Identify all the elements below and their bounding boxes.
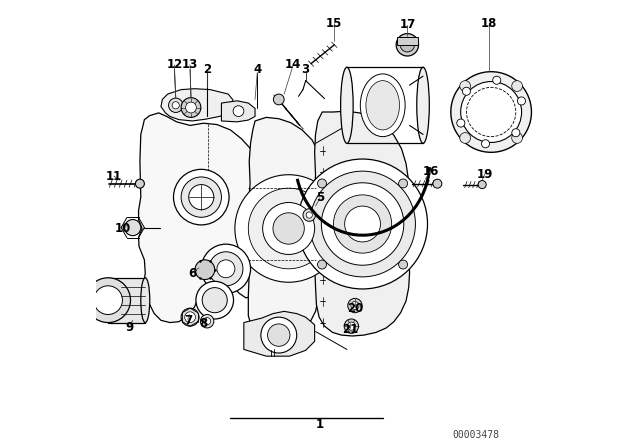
- Circle shape: [273, 94, 284, 105]
- Circle shape: [306, 212, 312, 218]
- Circle shape: [399, 179, 408, 188]
- Ellipse shape: [141, 278, 150, 323]
- Polygon shape: [108, 278, 145, 323]
- Circle shape: [181, 308, 199, 326]
- Ellipse shape: [417, 67, 429, 143]
- Circle shape: [235, 175, 342, 282]
- Circle shape: [460, 81, 470, 91]
- Circle shape: [136, 179, 145, 188]
- Circle shape: [303, 209, 316, 221]
- Text: 18: 18: [481, 17, 497, 30]
- Circle shape: [478, 181, 486, 189]
- Text: 17: 17: [399, 18, 415, 31]
- Circle shape: [186, 102, 196, 113]
- Circle shape: [399, 260, 408, 269]
- Text: 9: 9: [125, 320, 134, 334]
- Circle shape: [433, 179, 442, 188]
- Circle shape: [202, 288, 227, 313]
- Polygon shape: [221, 101, 255, 122]
- Polygon shape: [315, 111, 410, 336]
- Circle shape: [172, 102, 179, 109]
- Text: 8: 8: [200, 317, 207, 330]
- Text: 00003478: 00003478: [452, 431, 499, 440]
- Text: 13: 13: [182, 58, 198, 72]
- Circle shape: [457, 119, 465, 127]
- Text: 1: 1: [316, 418, 324, 431]
- Circle shape: [460, 133, 470, 143]
- Circle shape: [333, 195, 392, 253]
- Circle shape: [298, 159, 428, 289]
- Circle shape: [202, 244, 251, 293]
- Circle shape: [268, 324, 290, 346]
- Circle shape: [451, 72, 531, 152]
- Text: 11: 11: [106, 170, 122, 184]
- Circle shape: [517, 97, 525, 105]
- Polygon shape: [248, 117, 333, 336]
- Polygon shape: [244, 311, 315, 356]
- Circle shape: [400, 38, 415, 52]
- Text: 12: 12: [166, 58, 182, 72]
- Circle shape: [351, 302, 359, 310]
- Circle shape: [233, 106, 244, 116]
- Text: 10: 10: [115, 222, 131, 235]
- Circle shape: [196, 281, 234, 319]
- Bar: [397, 37, 418, 45]
- Circle shape: [461, 82, 522, 142]
- Circle shape: [125, 220, 141, 236]
- Text: 7: 7: [184, 314, 192, 327]
- Circle shape: [181, 177, 221, 217]
- Circle shape: [512, 81, 522, 91]
- Circle shape: [310, 171, 415, 277]
- Circle shape: [200, 314, 214, 328]
- Circle shape: [512, 129, 520, 137]
- Text: 3: 3: [301, 63, 310, 76]
- Circle shape: [195, 260, 215, 280]
- Circle shape: [217, 260, 235, 278]
- Text: 19: 19: [477, 168, 493, 181]
- Circle shape: [189, 185, 214, 210]
- Ellipse shape: [366, 81, 399, 130]
- Ellipse shape: [340, 67, 353, 143]
- Circle shape: [204, 318, 211, 325]
- Polygon shape: [161, 89, 234, 121]
- Circle shape: [86, 278, 131, 323]
- Circle shape: [462, 87, 470, 95]
- Circle shape: [493, 76, 500, 84]
- Circle shape: [321, 183, 404, 265]
- Circle shape: [248, 188, 329, 269]
- Circle shape: [317, 179, 326, 188]
- Text: 6: 6: [188, 267, 196, 280]
- Circle shape: [273, 213, 305, 244]
- Circle shape: [181, 98, 201, 117]
- Circle shape: [261, 317, 297, 353]
- Circle shape: [396, 34, 419, 56]
- Circle shape: [348, 298, 362, 313]
- Circle shape: [467, 87, 516, 137]
- Ellipse shape: [360, 74, 405, 137]
- Circle shape: [262, 202, 315, 254]
- Text: 5: 5: [316, 190, 324, 204]
- Text: 21: 21: [342, 323, 358, 336]
- Circle shape: [173, 169, 229, 225]
- Circle shape: [185, 312, 195, 323]
- Text: 15: 15: [326, 17, 342, 30]
- Circle shape: [348, 322, 355, 330]
- Circle shape: [168, 98, 183, 112]
- Circle shape: [94, 286, 122, 314]
- Text: 2: 2: [203, 63, 211, 76]
- Circle shape: [344, 206, 380, 242]
- Polygon shape: [139, 113, 267, 323]
- Text: 14: 14: [285, 58, 301, 72]
- Circle shape: [471, 92, 511, 132]
- Circle shape: [512, 133, 522, 143]
- Text: 4: 4: [253, 63, 261, 76]
- Circle shape: [209, 252, 243, 286]
- Text: 16: 16: [423, 164, 439, 178]
- Text: 20: 20: [347, 302, 363, 315]
- Circle shape: [317, 260, 326, 269]
- Circle shape: [344, 319, 358, 333]
- Circle shape: [481, 140, 490, 148]
